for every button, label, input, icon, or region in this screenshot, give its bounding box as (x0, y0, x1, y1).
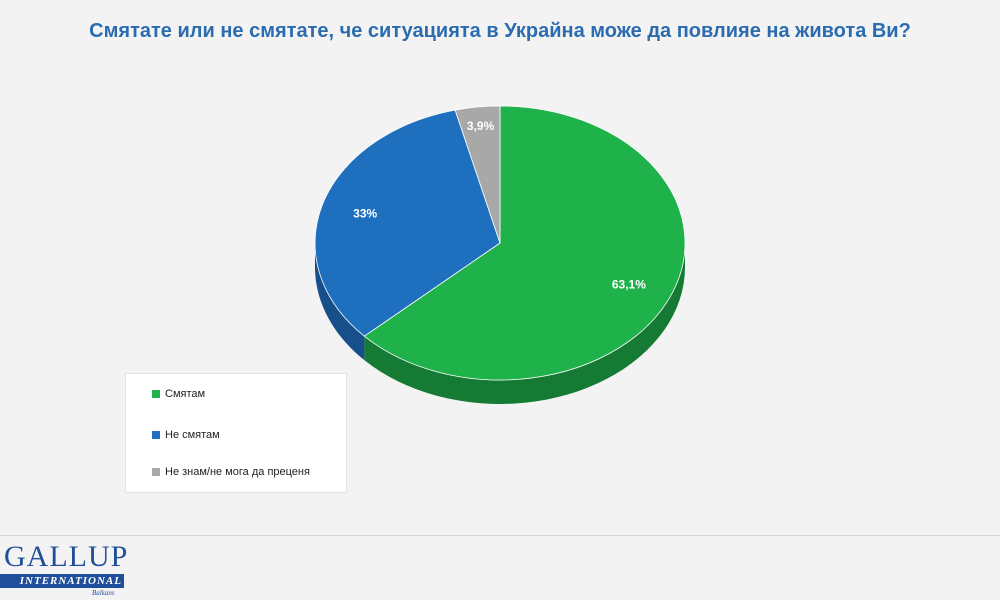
chart-title: Смятате или не смятате, че ситуацията в … (89, 20, 911, 42)
logo-bar-text: INTERNATIONAL (0, 574, 124, 588)
legend-swatch-disagree (152, 431, 160, 439)
legend-item-dont-know: Не знам/не мога да преценя (152, 466, 310, 478)
legend-label-dont-know: Не знам/не мога да преценя (165, 466, 310, 478)
data-label-agree: 63,1% (612, 278, 646, 292)
chart-legend: Смятам Не смятам Не знам/не мога да прец… (125, 373, 347, 493)
legend-label-agree: Смятам (165, 388, 206, 400)
data-label-disagree: 33% (353, 206, 377, 220)
legend-item-disagree: Не смятам (152, 429, 220, 441)
pie-slice-dont-know (454, 105, 501, 244)
pie-side-disagree (315, 243, 365, 361)
pie-slice-agree (363, 105, 686, 381)
footer-divider (0, 535, 1000, 536)
legend-swatch-dont-know (152, 468, 160, 476)
data-label-dont-know: 3,9% (467, 119, 495, 133)
logo-sub-text: Balkans (92, 589, 115, 597)
legend-swatch-agree (152, 390, 160, 398)
legend-label-disagree: Не смятам (165, 429, 220, 441)
pie-side-agree (364, 243, 685, 404)
gallup-logo: GALLUP INTERNATIONAL Balkans (0, 542, 130, 600)
legend-item-agree: Смятам (152, 388, 205, 400)
pie-slice-disagree (314, 109, 501, 337)
logo-main-text: GALLUP (4, 540, 129, 573)
